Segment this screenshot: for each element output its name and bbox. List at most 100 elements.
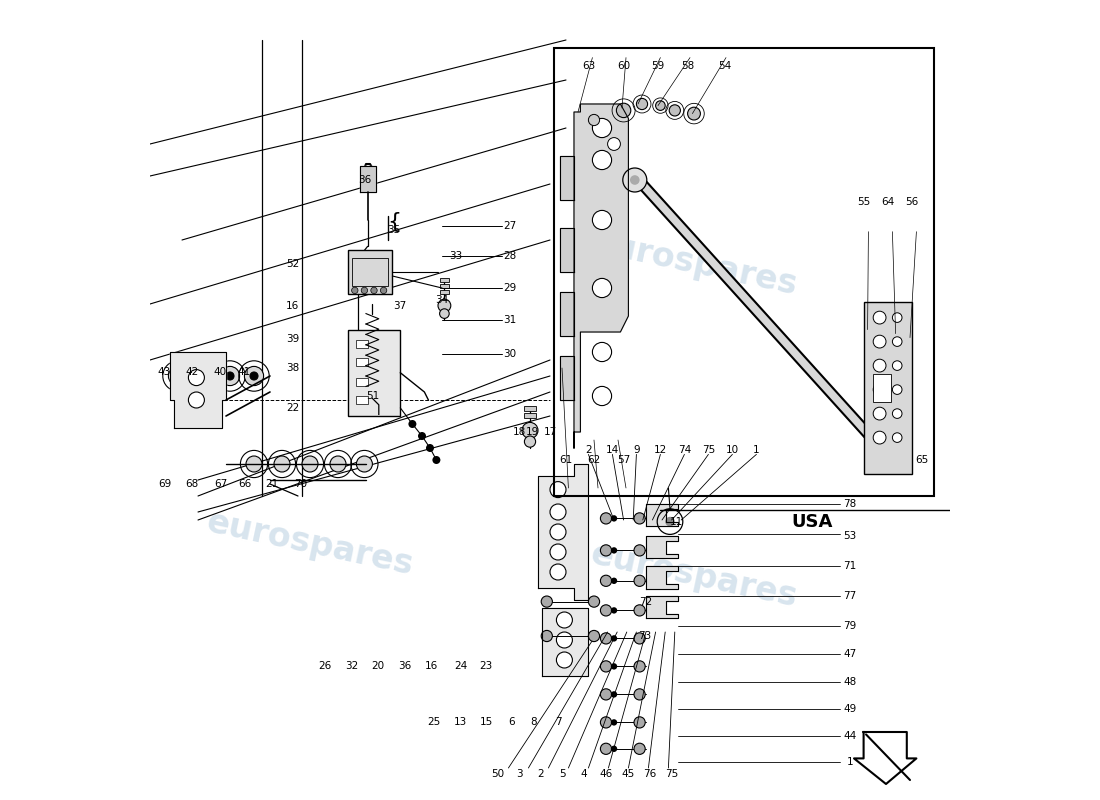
Circle shape: [601, 545, 612, 556]
Circle shape: [601, 575, 612, 586]
Bar: [356, 378, 369, 386]
Bar: [349, 250, 393, 294]
Circle shape: [593, 342, 612, 362]
Circle shape: [541, 596, 552, 607]
Circle shape: [601, 605, 612, 616]
Text: 77: 77: [844, 591, 857, 601]
Text: 44: 44: [844, 731, 857, 741]
Polygon shape: [560, 356, 574, 400]
Text: 61: 61: [560, 455, 573, 465]
Text: 79: 79: [844, 621, 857, 630]
Circle shape: [601, 689, 612, 700]
Text: 75: 75: [666, 770, 679, 779]
Circle shape: [623, 168, 647, 192]
Text: 55: 55: [857, 197, 870, 206]
Text: 60: 60: [617, 61, 630, 70]
Bar: [554, 48, 934, 496]
Text: 29: 29: [504, 283, 517, 293]
Circle shape: [892, 409, 902, 418]
Circle shape: [550, 544, 566, 560]
Circle shape: [352, 287, 358, 294]
Circle shape: [361, 287, 367, 294]
Text: eurospares: eurospares: [587, 538, 801, 614]
Circle shape: [371, 287, 377, 294]
Text: 63: 63: [582, 61, 595, 70]
Circle shape: [610, 607, 617, 614]
Bar: [524, 413, 537, 418]
Circle shape: [381, 287, 387, 294]
Text: 43: 43: [157, 367, 170, 377]
Text: 3: 3: [516, 770, 522, 779]
Polygon shape: [646, 504, 678, 526]
Text: 9: 9: [634, 445, 640, 454]
Circle shape: [892, 385, 902, 394]
Circle shape: [873, 311, 886, 324]
Circle shape: [669, 105, 681, 116]
Circle shape: [634, 545, 646, 556]
Text: eurospares: eurospares: [587, 226, 801, 302]
Circle shape: [426, 444, 434, 452]
Circle shape: [601, 633, 612, 644]
Text: 25: 25: [428, 717, 441, 726]
Text: 41: 41: [238, 367, 251, 377]
Text: 67: 67: [213, 479, 227, 489]
Circle shape: [588, 114, 600, 126]
Text: 27: 27: [504, 221, 517, 230]
Text: 48: 48: [844, 677, 857, 686]
Circle shape: [541, 630, 552, 642]
Bar: [524, 406, 537, 411]
Polygon shape: [646, 596, 678, 618]
Bar: [349, 330, 400, 416]
Bar: [440, 278, 449, 282]
Circle shape: [656, 101, 666, 110]
Circle shape: [610, 691, 617, 698]
Text: 39: 39: [286, 334, 299, 344]
Circle shape: [634, 661, 646, 672]
Circle shape: [666, 517, 674, 526]
Circle shape: [634, 717, 646, 728]
Text: 54: 54: [718, 61, 732, 70]
Circle shape: [873, 407, 886, 420]
Text: 56: 56: [905, 197, 918, 206]
Polygon shape: [646, 536, 678, 558]
Circle shape: [634, 633, 646, 644]
Text: 23: 23: [480, 661, 493, 670]
Circle shape: [557, 632, 572, 648]
Text: 37: 37: [393, 301, 406, 310]
Text: 17: 17: [543, 427, 557, 437]
Circle shape: [634, 575, 646, 586]
Text: 71: 71: [844, 562, 857, 571]
Circle shape: [418, 432, 426, 440]
Text: 78: 78: [844, 499, 857, 509]
Text: 76: 76: [644, 770, 657, 779]
Text: 69: 69: [157, 479, 170, 489]
Circle shape: [601, 513, 612, 524]
Text: 30: 30: [504, 349, 517, 358]
Bar: [356, 358, 369, 366]
Text: 34: 34: [436, 295, 449, 305]
Bar: [356, 396, 369, 404]
Text: 36: 36: [398, 661, 411, 670]
Polygon shape: [542, 608, 588, 676]
Text: 11: 11: [670, 517, 683, 526]
Text: 26: 26: [318, 661, 331, 670]
Circle shape: [892, 337, 902, 346]
Circle shape: [408, 420, 417, 428]
Circle shape: [892, 313, 902, 322]
Text: 2: 2: [537, 770, 543, 779]
Circle shape: [302, 456, 318, 472]
Polygon shape: [170, 352, 226, 428]
Text: {: {: [387, 212, 402, 232]
Text: 57: 57: [617, 455, 630, 465]
Text: 7: 7: [554, 717, 561, 726]
Circle shape: [438, 299, 451, 312]
Text: 1: 1: [754, 445, 760, 454]
Circle shape: [634, 605, 646, 616]
Polygon shape: [560, 228, 574, 272]
Polygon shape: [646, 566, 678, 589]
Circle shape: [873, 383, 886, 396]
Bar: [356, 340, 369, 348]
Text: 53: 53: [844, 531, 857, 541]
Circle shape: [610, 663, 617, 670]
Circle shape: [550, 504, 566, 520]
